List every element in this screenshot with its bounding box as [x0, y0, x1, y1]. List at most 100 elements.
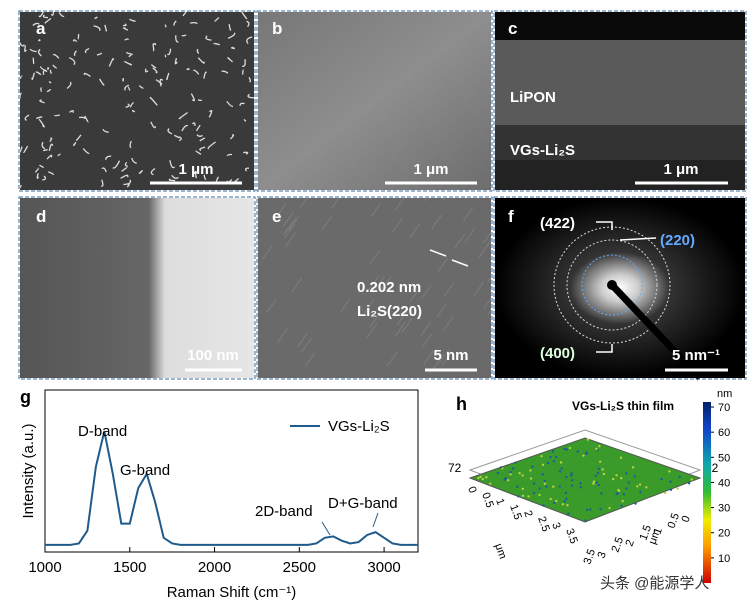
texture — [242, 69, 244, 75]
texture — [227, 57, 234, 63]
texture — [370, 202, 382, 218]
texture — [540, 454, 543, 458]
texture — [551, 450, 555, 453]
texture — [601, 468, 604, 471]
texture — [586, 438, 590, 441]
texture — [394, 321, 406, 337]
texture — [592, 480, 596, 483]
afm-x-tick: 2.5 — [535, 515, 552, 533]
texture — [42, 14, 49, 19]
texture — [363, 298, 375, 314]
texture — [214, 17, 220, 22]
texture — [582, 454, 585, 457]
colorbar-unit: nm — [717, 388, 732, 400]
texture — [600, 492, 603, 495]
texture — [541, 463, 545, 466]
texture — [690, 478, 693, 481]
texture — [521, 474, 524, 477]
texture — [579, 482, 582, 485]
texture — [213, 42, 220, 46]
texture — [570, 472, 573, 475]
texture — [168, 178, 176, 182]
texture — [366, 323, 378, 338]
texture — [559, 461, 563, 464]
peak-label: D+G-band — [328, 495, 398, 512]
texture — [437, 257, 449, 273]
texture — [521, 494, 525, 497]
texture — [285, 232, 297, 247]
texture — [221, 70, 229, 74]
texture — [529, 469, 532, 472]
texture — [368, 275, 380, 291]
ring-label: (220) — [660, 232, 695, 249]
texture — [676, 487, 679, 490]
texture — [229, 134, 235, 140]
texture — [191, 122, 196, 127]
texture — [639, 490, 642, 494]
legend-label: VGs-Li₂S — [328, 418, 390, 435]
texture — [638, 483, 642, 486]
texture — [262, 244, 273, 260]
texture — [173, 20, 177, 26]
texture — [579, 486, 582, 489]
panel-label: g — [20, 387, 31, 407]
texture — [178, 111, 188, 120]
texture — [339, 298, 351, 313]
texture — [166, 72, 170, 81]
texture — [496, 471, 500, 475]
texture — [149, 96, 158, 106]
texture — [564, 491, 568, 495]
texture — [38, 118, 45, 128]
texture — [518, 472, 521, 475]
texture — [599, 507, 602, 511]
texture — [203, 71, 208, 79]
texture — [208, 110, 213, 118]
texture — [124, 84, 130, 91]
texture — [441, 351, 453, 367]
texture — [567, 512, 570, 515]
texture — [608, 506, 611, 510]
texture — [369, 250, 381, 265]
texture — [194, 170, 198, 179]
texture — [129, 140, 132, 149]
texture — [155, 79, 163, 85]
texture — [243, 119, 247, 122]
texture — [57, 153, 61, 157]
colorbar-tick-label: 20 — [718, 528, 730, 540]
texture — [669, 480, 672, 483]
texture — [284, 223, 296, 238]
texture — [243, 151, 249, 155]
texture — [124, 38, 129, 41]
afm-x-tick: 0 — [465, 485, 478, 495]
texture — [128, 54, 132, 58]
scale-bar-label: 5 nm⁻¹ — [672, 347, 720, 364]
texture — [487, 309, 491, 316]
texture — [585, 508, 589, 512]
texture — [186, 68, 190, 71]
texture — [181, 34, 187, 37]
texture — [66, 81, 72, 89]
texture — [104, 24, 108, 32]
texture — [549, 455, 552, 459]
texture — [619, 456, 623, 459]
texture — [197, 99, 202, 102]
texture — [546, 461, 550, 465]
texture — [553, 501, 556, 505]
texture — [631, 466, 635, 469]
texture — [37, 48, 42, 57]
afm-y-tick: 3.5 — [582, 548, 599, 566]
texture — [52, 64, 57, 69]
texture — [167, 128, 173, 135]
texture — [321, 216, 332, 231]
scale-bar-label: 1 μm — [413, 161, 448, 178]
texture — [48, 80, 52, 84]
annotation: 0.202 nm — [357, 279, 421, 296]
layer-label: LiPON — [510, 89, 556, 106]
texture — [38, 12, 45, 18]
texture — [598, 460, 602, 463]
texture — [436, 303, 448, 318]
texture — [511, 467, 515, 470]
texture — [282, 212, 294, 227]
texture — [634, 502, 637, 505]
